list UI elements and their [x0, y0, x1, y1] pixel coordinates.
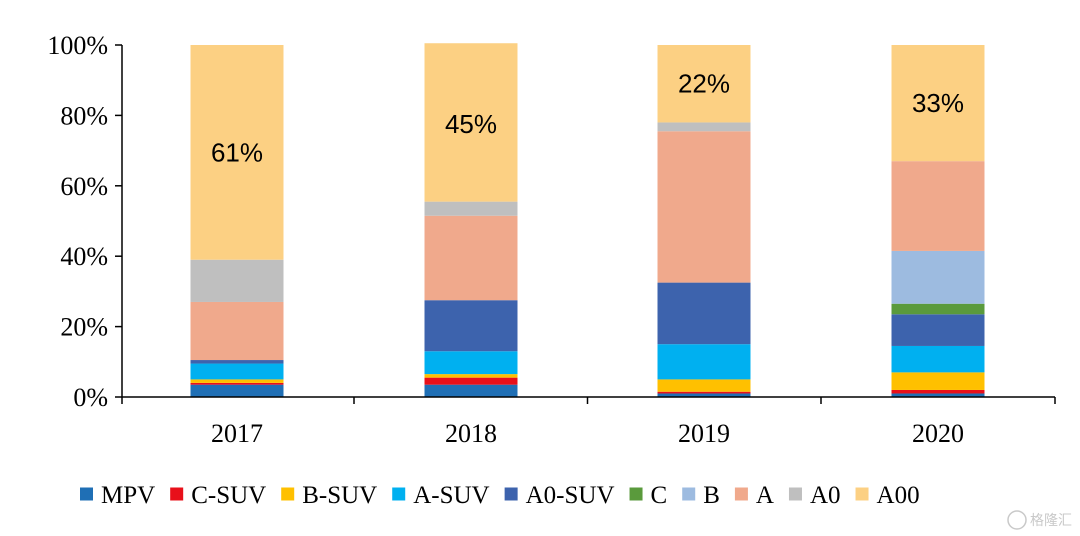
bar-segment-2018-b-suv — [424, 374, 518, 378]
bar-segment-2019-a00 — [657, 45, 751, 123]
bar-segment-2020-a — [891, 161, 985, 251]
watermark-logo-icon — [1007, 510, 1027, 530]
bar-segment-2019-a — [657, 131, 751, 283]
legend-label: B-SUV — [302, 482, 377, 509]
bar-segment-2020-mpv — [891, 393, 985, 397]
y-tick-label: 40% — [60, 242, 108, 271]
bar-segment-2020-a-suv — [891, 345, 985, 373]
legend-item-mpv: MPV — [80, 482, 155, 509]
legend-swatch — [629, 487, 643, 501]
watermark: 格隆汇 — [1007, 510, 1072, 530]
legend-swatch — [734, 487, 748, 501]
legend-swatch — [80, 487, 93, 501]
axes-layer: 0% 20% 40% 60% 80% 100% 2017 2018 2019 2020 — [47, 31, 1056, 448]
bar-segment-2019-c-suv — [657, 391, 751, 394]
legend-swatch — [682, 487, 696, 501]
data-label: 22% — [678, 69, 730, 99]
y-tick-label: 100% — [47, 31, 108, 60]
bar-segment-2017-a — [190, 301, 284, 361]
x-tick-label: 2020 — [912, 419, 964, 448]
bar-segment-2018-a00 — [424, 43, 518, 202]
bar-segment-2020-c — [891, 303, 985, 315]
data-label: 33% — [912, 88, 964, 118]
data-label: 61% — [211, 137, 263, 167]
bars-layer — [190, 43, 985, 397]
bar-segment-2020-c-suv — [891, 389, 985, 394]
legend-item-a0-suv: A0-SUV — [504, 482, 615, 509]
bar-segment-2018-a0-suv — [424, 300, 518, 352]
y-tick-label: 80% — [60, 101, 108, 130]
legend-swatch — [504, 487, 518, 501]
legend-label: B — [703, 482, 720, 509]
bar-segment-2020-b-suv — [891, 372, 985, 390]
bar-segment-2018-a0 — [424, 201, 518, 216]
watermark-text: 格隆汇 — [1030, 513, 1072, 529]
x-tick-label: 2017 — [211, 419, 263, 448]
legend-label: A00 — [877, 482, 920, 509]
legend-label: A — [756, 482, 774, 509]
legend-label: C-SUV — [191, 482, 266, 509]
bar-segment-2017-c-suv — [190, 382, 284, 385]
legend-item-c: C — [629, 482, 668, 509]
legend-label: A0 — [810, 482, 841, 509]
bar-segment-2017-a-suv — [190, 363, 284, 380]
legend-item-b: B — [682, 482, 720, 509]
legend-label: C — [651, 482, 668, 509]
legend-swatch — [281, 487, 295, 501]
bar-segment-2017-b-suv — [190, 379, 284, 383]
legend: MPV C-SUV B-SUV A-SUV A0-SUV C B A A0 A00 — [80, 482, 920, 509]
bar-segment-2019-a-suv — [657, 344, 751, 380]
legend-swatch — [170, 487, 184, 501]
legend-item-b-suv: B-SUV — [281, 482, 377, 509]
bar-segment-2017-mpv — [190, 384, 284, 397]
legend-item-a00: A00 — [855, 482, 920, 509]
x-tick-label: 2019 — [678, 419, 730, 448]
bar-segment-2018-c-suv — [424, 377, 518, 385]
legend-item-a0: A0 — [788, 482, 841, 509]
legend-item-c-suv: C-SUV — [170, 482, 266, 509]
bar-segment-2020-a00 — [891, 45, 985, 162]
legend-swatch — [788, 487, 802, 501]
bar-segment-2018-a-suv — [424, 351, 518, 375]
bar-segment-2019-mpv — [657, 393, 751, 397]
bar-segment-2019-b-suv — [657, 379, 751, 392]
y-tick-label: 20% — [60, 313, 108, 342]
legend-label: MPV — [101, 482, 155, 509]
bar-segment-2018-a — [424, 215, 518, 301]
legend-item-a: A — [734, 482, 774, 509]
legend-label: A0-SUV — [526, 482, 615, 509]
legend-swatch — [855, 487, 869, 501]
x-tick-label: 2018 — [445, 419, 497, 448]
bar-segment-2020-a0-suv — [891, 314, 985, 346]
bar-segment-2017-a0-suv — [190, 360, 284, 364]
bar-segment-2019-a0 — [657, 122, 751, 132]
legend-item-a-suv: A-SUV — [392, 482, 490, 509]
labels-layer: 61% 45% 22% 33% — [211, 69, 964, 168]
y-tick-label: 60% — [60, 172, 108, 201]
bar-segment-2017-a00 — [190, 45, 284, 260]
legend-swatch — [392, 487, 406, 501]
legend-label: A-SUV — [413, 482, 489, 509]
bar-segment-2020-b — [891, 250, 985, 304]
bar-segment-2017-a0 — [190, 259, 284, 302]
bar-segment-2018-mpv — [424, 384, 518, 397]
data-label: 45% — [445, 109, 497, 139]
y-tick-label: 0% — [73, 383, 108, 412]
bar-segment-2019-a0-suv — [657, 282, 751, 345]
